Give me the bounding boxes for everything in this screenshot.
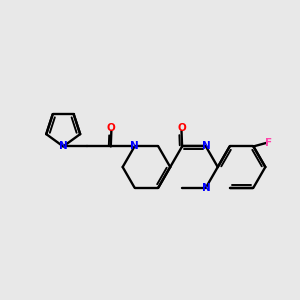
Text: N: N: [59, 141, 68, 152]
Text: N: N: [130, 141, 139, 152]
Text: O: O: [177, 123, 186, 133]
Text: O: O: [107, 123, 116, 133]
Text: N: N: [202, 183, 210, 193]
Text: F: F: [265, 138, 272, 148]
Text: N: N: [202, 141, 210, 152]
